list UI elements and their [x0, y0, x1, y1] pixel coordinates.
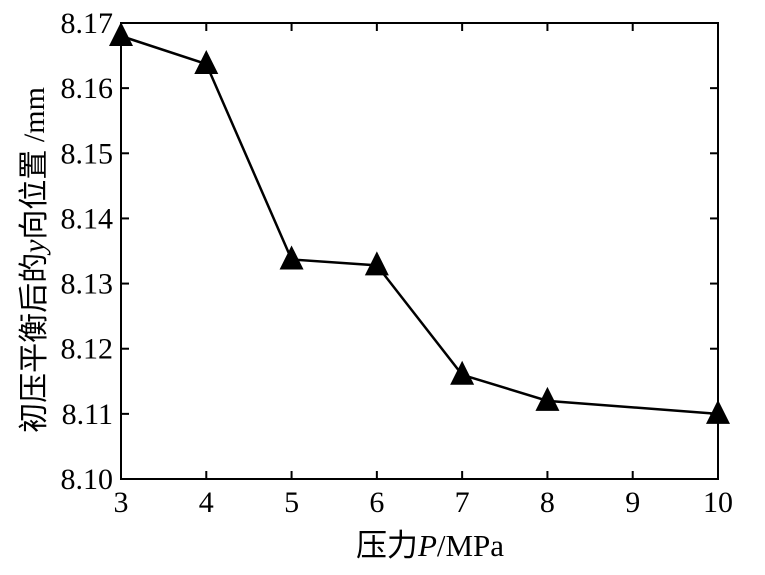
x-axis-label: 压力P/MPa: [356, 528, 504, 563]
x-axis-ticks: 3 4 5 6 7 8 9 10: [114, 23, 733, 519]
data-point-marker: [194, 50, 219, 75]
x-axis-label-prefix: 压力: [356, 528, 418, 563]
data-point-marker: [279, 245, 304, 270]
series-line: [120, 34, 719, 416]
y-tick-label: 8.12: [61, 333, 114, 366]
data-markers: [109, 22, 730, 424]
y-tick-label: 8.16: [61, 72, 114, 105]
x-axis-label-italic: P: [417, 528, 437, 563]
y-axis-ticks: 8.10 8.11 8.12 8.13 8.14 8.15 8.16 8.17: [61, 7, 718, 496]
data-point-marker: [706, 399, 730, 424]
y-tick-label: 8.15: [61, 137, 114, 170]
data-point-marker: [109, 22, 133, 47]
x-tick-label: 3: [114, 486, 129, 519]
x-tick-label: 9: [625, 486, 640, 519]
plot-frame: [120, 22, 719, 480]
x-tick-label: 10: [703, 486, 733, 519]
y-tick-label: 8.14: [61, 202, 114, 235]
x-tick-label: 8: [540, 486, 555, 519]
y-axis-label-suffix: 向位置 /mm: [18, 87, 51, 240]
x-tick-label: 4: [199, 486, 214, 519]
x-axis-label-suffix: /MPa: [437, 528, 504, 563]
y-tick-label: 8.13: [61, 268, 114, 301]
data-point-marker: [364, 251, 389, 276]
data-point-marker: [535, 386, 560, 411]
data-point-marker: [450, 360, 475, 385]
y-axis-label-prefix: 初压平衡后的: [18, 253, 51, 433]
x-tick-label: 5: [284, 486, 299, 519]
y-tick-label: 8.17: [61, 7, 114, 40]
x-tick-label: 7: [455, 486, 470, 519]
y-tick-label: 8.11: [62, 398, 113, 431]
y-axis-label: 初压平衡后的y向位置 /mm: [18, 87, 51, 433]
y-axis-label-italic: y: [18, 239, 51, 256]
x-tick-label: 6: [369, 486, 384, 519]
y-tick-label: 8.10: [61, 463, 114, 496]
